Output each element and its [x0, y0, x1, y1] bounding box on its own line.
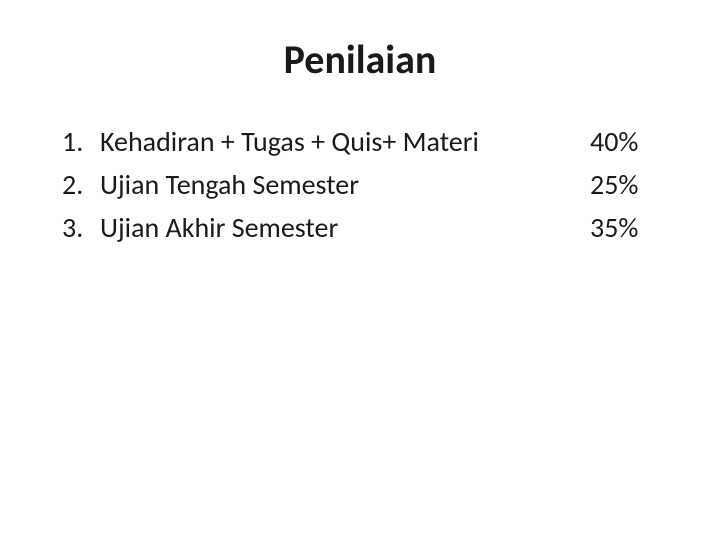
- item-number: 1.: [50, 124, 100, 159]
- item-label: Ujian Akhir Semester: [100, 210, 590, 245]
- item-number: 2.: [50, 167, 100, 202]
- list-item: 2. Ujian Tengah Semester 25%: [50, 167, 670, 202]
- slide-title: Penilaian: [50, 35, 670, 84]
- item-number: 3.: [50, 210, 100, 245]
- slide-container: Penilaian 1. Kehadiran + Tugas + Quis+ M…: [0, 0, 720, 540]
- item-percent: 40%: [590, 124, 670, 159]
- item-label: Ujian Tengah Semester: [100, 167, 590, 202]
- item-label: Kehadiran + Tugas + Quis+ Materi: [100, 124, 590, 159]
- assessment-list: 1. Kehadiran + Tugas + Quis+ Materi 40% …: [50, 124, 670, 245]
- list-item: 3. Ujian Akhir Semester 35%: [50, 210, 670, 245]
- item-percent: 25%: [590, 167, 670, 202]
- list-item: 1. Kehadiran + Tugas + Quis+ Materi 40%: [50, 124, 670, 159]
- item-percent: 35%: [590, 210, 670, 245]
